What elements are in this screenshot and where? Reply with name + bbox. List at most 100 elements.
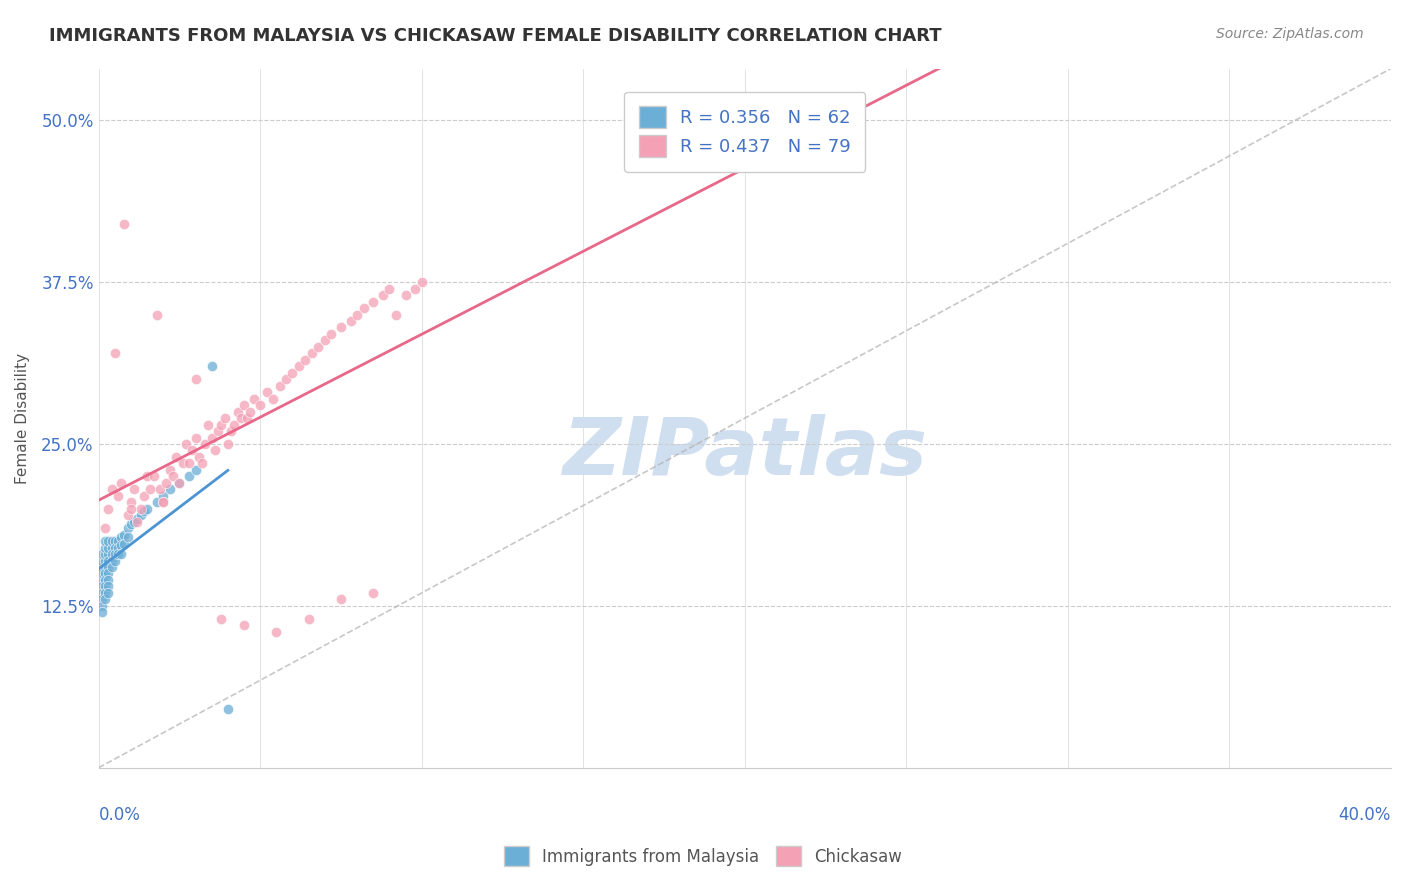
Point	[90, 547, 112, 561]
Point	[90, 573, 112, 587]
Point	[94, 560, 117, 574]
Point	[209, 417, 232, 432]
Point	[378, 282, 401, 296]
Point	[127, 515, 149, 529]
Point	[132, 489, 155, 503]
Point	[262, 392, 284, 406]
Point	[94, 579, 117, 593]
Point	[219, 424, 242, 438]
Point	[184, 463, 207, 477]
Point	[132, 504, 155, 518]
Point	[172, 457, 194, 471]
Point	[136, 501, 159, 516]
Point	[226, 404, 249, 418]
Point	[169, 475, 191, 490]
Point	[236, 411, 259, 425]
Point	[371, 288, 394, 302]
Point	[107, 547, 129, 561]
Point	[329, 592, 352, 607]
Point	[90, 560, 112, 574]
Point	[184, 372, 207, 386]
Point	[100, 534, 122, 549]
Point	[94, 541, 117, 555]
Point	[149, 483, 172, 497]
Point	[217, 702, 239, 716]
Point	[266, 624, 288, 639]
Point	[100, 553, 122, 567]
Point	[288, 359, 311, 374]
Point	[217, 437, 239, 451]
Point	[249, 398, 271, 412]
Point	[152, 495, 174, 509]
Point	[94, 586, 117, 600]
Point	[385, 308, 408, 322]
Text: Source: ZipAtlas.com: Source: ZipAtlas.com	[1216, 27, 1364, 41]
Point	[94, 566, 117, 581]
Point	[90, 586, 112, 600]
Point	[110, 530, 132, 544]
Point	[97, 579, 120, 593]
Point	[201, 359, 224, 374]
Point	[184, 431, 207, 445]
Point	[145, 308, 167, 322]
Point	[169, 475, 191, 490]
Point	[97, 547, 120, 561]
Point	[122, 483, 145, 497]
Point	[97, 501, 120, 516]
Point	[120, 517, 142, 532]
Point	[233, 398, 256, 412]
Point	[177, 469, 200, 483]
Point	[90, 592, 112, 607]
Point	[194, 437, 217, 451]
Point	[256, 385, 278, 400]
Point	[321, 326, 343, 341]
Point	[204, 443, 226, 458]
Point	[104, 547, 127, 561]
Point	[97, 560, 120, 574]
Point	[104, 553, 127, 567]
Point	[122, 515, 145, 529]
Point	[90, 605, 112, 619]
Point	[242, 392, 264, 406]
Point	[177, 457, 200, 471]
Point	[117, 521, 139, 535]
Point	[94, 547, 117, 561]
Point	[145, 495, 167, 509]
Point	[110, 475, 132, 490]
Point	[155, 475, 177, 490]
Point	[329, 320, 352, 334]
Point	[97, 573, 120, 587]
Point	[361, 586, 384, 600]
Point	[100, 541, 122, 555]
Point	[94, 592, 117, 607]
Point	[281, 366, 304, 380]
Point	[181, 443, 204, 458]
Point	[152, 489, 174, 503]
Point	[107, 489, 129, 503]
Point	[97, 566, 120, 581]
Point	[159, 483, 181, 497]
Point	[307, 340, 329, 354]
Point	[274, 372, 297, 386]
Point	[197, 417, 219, 432]
Point	[127, 512, 149, 526]
Point	[209, 612, 232, 626]
Point	[361, 294, 384, 309]
Point	[233, 618, 256, 632]
Point	[94, 521, 117, 535]
Point	[90, 579, 112, 593]
Point	[224, 417, 246, 432]
Point	[90, 566, 112, 581]
Point	[314, 334, 336, 348]
Point	[100, 483, 122, 497]
Point	[104, 534, 127, 549]
Point	[152, 495, 174, 509]
Point	[107, 541, 129, 555]
Point	[129, 501, 152, 516]
Point	[94, 553, 117, 567]
Point	[229, 411, 252, 425]
Point	[207, 424, 229, 438]
Point	[174, 437, 197, 451]
Point	[301, 346, 323, 360]
Point	[94, 534, 117, 549]
